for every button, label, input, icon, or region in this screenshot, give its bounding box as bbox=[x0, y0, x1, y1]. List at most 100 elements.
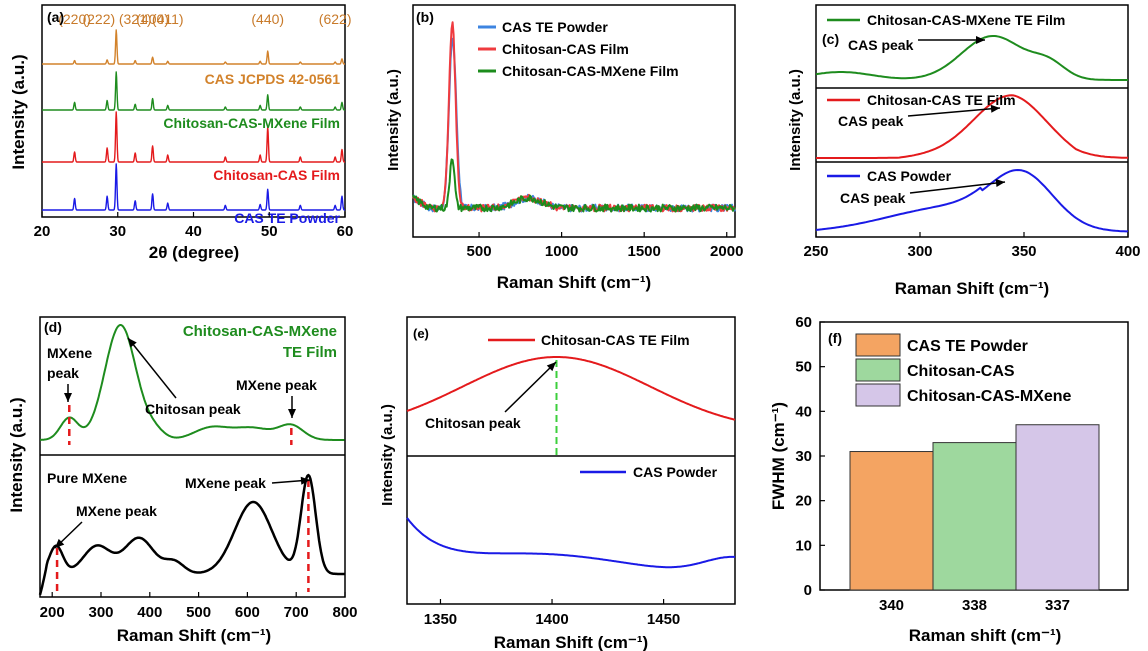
panel-f-y-label: FWHM (cm⁻¹) bbox=[769, 402, 788, 510]
panel-a-series-1 bbox=[41, 71, 346, 111]
panel-c-x-label: Raman Shift (cm⁻¹) bbox=[895, 279, 1049, 298]
panel-f-x-tick-label: 338 bbox=[962, 597, 987, 614]
panel-c-x-tick-label: 350 bbox=[1011, 243, 1036, 260]
panel-e-x-tick-label: 1450 bbox=[647, 611, 680, 628]
panel-f-x-tick-label: 337 bbox=[1045, 597, 1070, 614]
panel-e-x-tick-label: 1350 bbox=[424, 611, 457, 628]
panel-b-legend-label: Chitosan-CAS-MXene Film bbox=[502, 63, 679, 79]
panel-d-x-tick-label: 400 bbox=[137, 604, 162, 621]
panel-f-legend-swatch bbox=[855, 358, 901, 382]
panel-d-annotation-arrow bbox=[127, 337, 177, 399]
panel-f-legend-swatch bbox=[855, 333, 901, 357]
panel-a-series-2 bbox=[41, 111, 346, 163]
panel-d-x-tick-label: 200 bbox=[40, 604, 65, 621]
panel-c-annotation: CAS peak bbox=[838, 113, 904, 129]
panel-e-x-tick-label: 1400 bbox=[535, 611, 568, 628]
panel-d-x-tick-label: 700 bbox=[284, 604, 309, 621]
panel-b-x-tick-label: 1500 bbox=[627, 243, 660, 260]
panel-b-series-2 bbox=[412, 158, 736, 213]
panel-a-peak-index-label: (400) bbox=[136, 11, 169, 27]
panel-e-legend-label: Chitosan-CAS TE Film bbox=[541, 332, 690, 348]
panel-d-annotation-arrow bbox=[64, 384, 72, 402]
panel-c-legend-label: Chitosan-CAS-MXene TE Film bbox=[867, 12, 1065, 28]
panel-b-letter: (b) bbox=[416, 9, 434, 25]
panel-a-legend-label: Chitosan-CAS-MXene Film bbox=[163, 115, 340, 131]
panel-b-x-label: Raman Shift (cm⁻¹) bbox=[497, 273, 651, 292]
panel-f-bar bbox=[849, 451, 934, 591]
panel-d-x-tick-label: 300 bbox=[88, 604, 113, 621]
panel-a-x-label: 2θ (degree) bbox=[149, 243, 239, 262]
panel-c-x-tick-label: 250 bbox=[803, 243, 828, 260]
panel-c-annotation: CAS peak bbox=[848, 37, 914, 53]
panel-c-annotation: CAS peak bbox=[840, 190, 906, 206]
panel-b-x-tick-label: 500 bbox=[467, 243, 492, 260]
panel-f-bar bbox=[932, 442, 1017, 591]
panel-f-y-tick-label: 10 bbox=[795, 537, 812, 554]
panel-a-x-tick-label: 20 bbox=[34, 223, 51, 240]
panel-d-annotation: Chitosan peak bbox=[145, 401, 241, 417]
panel-b-frame bbox=[412, 4, 736, 238]
panel-a-reference-label: CAS JCPDS 42-0561 bbox=[205, 71, 341, 87]
panel-c-annotation-arrow bbox=[918, 36, 985, 44]
panel-d-x-tick-label: 800 bbox=[332, 604, 357, 621]
panel-d-series-label: TE Film bbox=[283, 344, 337, 361]
panel-c-y-label: Intensity (a.u.) bbox=[787, 69, 804, 171]
panel-a-peak-index-label: (622) bbox=[319, 11, 352, 27]
panel-e-x-label: Raman Shift (cm⁻¹) bbox=[494, 633, 648, 651]
panel-d-frame bbox=[39, 316, 346, 598]
panel-f-legend-swatch bbox=[855, 383, 901, 407]
panel-a-legend-label: CAS TE Powder bbox=[234, 210, 340, 226]
panel-c-series-1 bbox=[816, 94, 1128, 159]
panel-d-annotation: peak bbox=[47, 365, 79, 381]
panel-f-x-tick-label: 340 bbox=[879, 597, 904, 614]
panel-a-x-tick-label: 60 bbox=[337, 223, 354, 240]
panel-c-letter: (c) bbox=[822, 31, 839, 47]
panel-d-letter: (d) bbox=[44, 319, 62, 335]
panel-b-y-label: Intensity (a.u.) bbox=[385, 69, 402, 171]
panel-d-annotation: MXene peak bbox=[185, 475, 266, 491]
panel-a-peak-index-label: (321) bbox=[119, 11, 152, 27]
panel-d-x-label: Raman Shift (cm⁻¹) bbox=[117, 626, 271, 645]
panel-c-x-tick-label: 400 bbox=[1115, 243, 1140, 260]
panel-f-y-tick-label: 40 bbox=[795, 403, 812, 420]
panel-e-annotation: Chitosan peak bbox=[425, 415, 521, 431]
panel-e-letter: (e) bbox=[413, 326, 429, 341]
panel-d-x-tick-label: 600 bbox=[235, 604, 260, 621]
panel-c-x-tick-label: 300 bbox=[907, 243, 932, 260]
panel-d-annotation: MXene peak bbox=[236, 377, 317, 393]
panel-f-y-tick-label: 60 bbox=[795, 314, 812, 331]
panel-c-annotation-arrow bbox=[909, 179, 1006, 194]
panel-d-annotation: MXene bbox=[47, 345, 92, 361]
panel-c-series-2 bbox=[815, 169, 1128, 233]
panel-a-peak-index-label: (411) bbox=[152, 11, 184, 27]
panel-f-bar bbox=[1015, 424, 1100, 591]
panel-a-x-tick-label: 50 bbox=[261, 223, 278, 240]
panel-f-legend-label: CAS TE Powder bbox=[907, 338, 1028, 355]
panel-e-series-1 bbox=[406, 517, 735, 569]
panel-b-x-tick-label: 2000 bbox=[710, 243, 743, 260]
panel-d-series-label: Chitosan-CAS-MXene bbox=[183, 323, 337, 340]
panel-d-series-label: Pure MXene bbox=[47, 470, 127, 486]
panel-c-legend-label: CAS Powder bbox=[867, 168, 952, 184]
panel-a-peak-index-label: (220) bbox=[58, 11, 91, 27]
panel-f-y-tick-label: 20 bbox=[795, 493, 812, 510]
panel-a-frame bbox=[41, 4, 346, 218]
panel-d-x-tick-label: 500 bbox=[186, 604, 211, 621]
panel-d-annotation: MXene peak bbox=[76, 503, 157, 519]
panel-d-y-label: Intensity (a.u.) bbox=[7, 397, 26, 512]
panel-b-legend-label: CAS TE Powder bbox=[502, 19, 608, 35]
panel-f-legend-label: Chitosan-CAS-MXene bbox=[907, 388, 1072, 405]
panel-e-y-label: Intensity (a.u.) bbox=[379, 404, 396, 506]
panel-b-legend-label: Chitosan-CAS Film bbox=[502, 41, 629, 57]
panel-f-legend-label: Chitosan-CAS bbox=[907, 363, 1015, 380]
panel-e-legend-label: CAS Powder bbox=[633, 464, 718, 480]
panel-a-x-tick-label: 40 bbox=[185, 223, 202, 240]
panel-c-annotation-arrow bbox=[907, 104, 1001, 117]
panel-a-legend-label: Chitosan-CAS Film bbox=[213, 167, 340, 183]
panel-a-x-tick-label: 30 bbox=[109, 223, 126, 240]
panel-a-peak-index-label: (440) bbox=[251, 11, 284, 27]
panel-d-series-0 bbox=[40, 324, 345, 441]
panel-d-annotation-arrow bbox=[288, 396, 296, 418]
panel-f-y-tick-label: 50 bbox=[795, 359, 812, 376]
